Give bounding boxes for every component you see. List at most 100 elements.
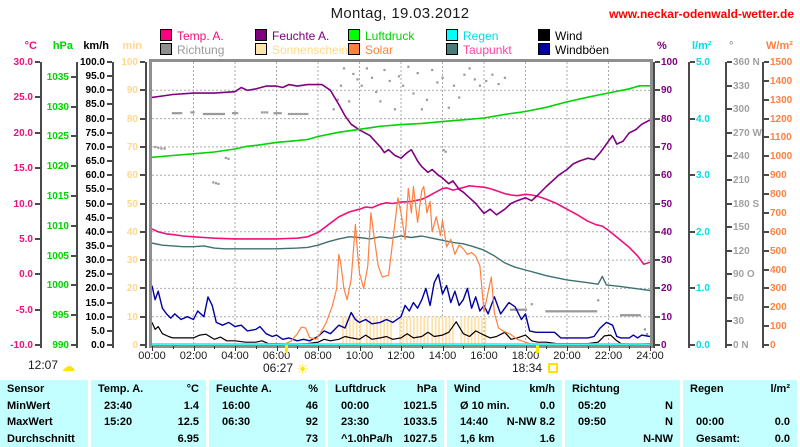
direction-dot — [219, 112, 222, 116]
axis-tick — [140, 61, 145, 63]
axis-tick-label: 0.0 — [91, 340, 105, 351]
direction-dot — [393, 108, 396, 111]
axis-tick — [727, 226, 732, 229]
direction-dot — [563, 310, 566, 313]
sunshine-bar — [423, 316, 426, 345]
website-link[interactable]: www.neckar-odenwald-wetter.de — [609, 7, 794, 21]
direction-dot — [160, 147, 163, 150]
table-row: 05:20 N — [565, 398, 680, 414]
direction-dot — [550, 310, 553, 313]
y-axis-°C — [40, 62, 42, 348]
legend-item-richtung: Richtung — [160, 43, 224, 57]
legend-item-temp-a-: Temp. A. — [160, 29, 224, 43]
axis-tick-label: 95.0 — [85, 71, 105, 83]
axis-tick — [727, 273, 732, 276]
table-cell-value: 1.6 — [539, 432, 555, 445]
axis-tick-label: 50 — [661, 198, 673, 210]
axis-tick — [107, 230, 112, 233]
axis-tick — [764, 136, 769, 139]
axis-tick — [107, 75, 112, 78]
axis-tick — [727, 344, 732, 346]
axis-tick-label: 30 — [733, 316, 745, 328]
legend-swatch-icon — [348, 43, 360, 55]
direction-dot — [263, 111, 266, 114]
direction-dot — [581, 310, 584, 313]
axis-tick-label: 0 — [132, 340, 138, 351]
direction-dot — [578, 310, 581, 313]
y-axis-lm — [688, 62, 690, 348]
axis-tick — [727, 320, 732, 323]
axis-tick — [727, 155, 732, 158]
legend-swatch-icon — [348, 29, 360, 41]
axis-tick-label: 40 — [661, 226, 673, 238]
axis-tick — [764, 117, 769, 120]
sunrise-sun-icon: ☀ — [296, 361, 309, 377]
table-cell-time: 23:40 — [104, 399, 133, 412]
legend-swatch-icon — [160, 43, 172, 55]
direction-dot — [209, 112, 212, 116]
axis-tick — [655, 174, 660, 177]
direction-dot — [575, 310, 578, 313]
sunshine-bar — [352, 316, 355, 345]
axis-tick — [727, 131, 732, 134]
axis-unit-label: min — [122, 40, 142, 52]
legend-item-feuchte-a-: Feuchte A. — [255, 29, 329, 43]
direction-dot — [190, 111, 193, 114]
direction-dot — [551, 310, 555, 313]
direction-dot — [497, 83, 500, 86]
direction-dot — [452, 84, 456, 87]
axis-tick-label: 100 — [121, 57, 138, 68]
axis-tick-label: 60.0 — [85, 170, 105, 182]
sunshine-bar — [413, 316, 415, 345]
table-col-unit: l/m² — [770, 383, 790, 395]
direction-dot — [485, 79, 488, 83]
table-col-unit: km/h — [529, 383, 555, 395]
axis-tick — [727, 249, 732, 252]
axis-tick-label: 80.0 — [85, 113, 105, 125]
axis-tick-label: 330 — [733, 80, 750, 92]
x-axis-tick — [546, 346, 548, 349]
direction-dot — [292, 112, 295, 116]
table-row-header-column: Sensor MinWert MaxWert Durchschnitt — [0, 380, 88, 447]
direction-dot — [442, 149, 445, 152]
sunshine-bar — [402, 316, 405, 345]
direction-dot — [266, 111, 269, 114]
axis-tick — [107, 131, 112, 134]
legend-swatch-icon — [446, 29, 458, 41]
axis-tick-label: 0.0 — [696, 340, 710, 351]
x-axis-tick — [172, 346, 174, 349]
direction-dot — [375, 90, 378, 94]
axis-tick-label: 3.0 — [696, 170, 710, 182]
axis-tick — [764, 306, 769, 309]
legend-swatch-icon — [255, 29, 267, 41]
direction-dot — [523, 308, 526, 311]
sunshine-bar — [386, 316, 389, 345]
axis-tick — [764, 211, 769, 214]
table-row: ^1.0hPa/h 1027.5 — [328, 431, 444, 447]
sunrise-annotation: 06:27 ☀ — [263, 361, 309, 378]
x-axis-tick — [421, 346, 423, 349]
legend-item-solar: Solar — [348, 43, 393, 57]
axis-tick-label: 1020 — [46, 161, 69, 173]
table-row — [683, 398, 797, 414]
x-axis-label: 08:00 — [304, 350, 332, 362]
series-taupunkt — [152, 235, 650, 292]
direction-dot — [597, 299, 600, 302]
axis-tick-label: 70.0 — [85, 141, 105, 153]
direction-dot — [524, 308, 528, 311]
sunshine-bar — [409, 316, 412, 345]
axis-tick-label: 210 — [733, 174, 750, 186]
direction-dot — [412, 92, 415, 95]
table-cell-value: 92 — [305, 416, 318, 428]
direction-dot — [571, 310, 574, 313]
axis-tick-label: 1100 — [770, 132, 792, 144]
axis-tick — [655, 344, 660, 346]
axis-tick-label: 20 — [661, 283, 673, 295]
axis-tick — [764, 61, 769, 63]
table-col-title: Wind — [454, 383, 481, 395]
table-row: 6.95 — [91, 431, 206, 447]
sunshine-bar — [426, 316, 429, 345]
sunshine-bar — [342, 316, 344, 345]
sunshine-bar — [484, 316, 487, 345]
direction-dot — [511, 308, 514, 311]
